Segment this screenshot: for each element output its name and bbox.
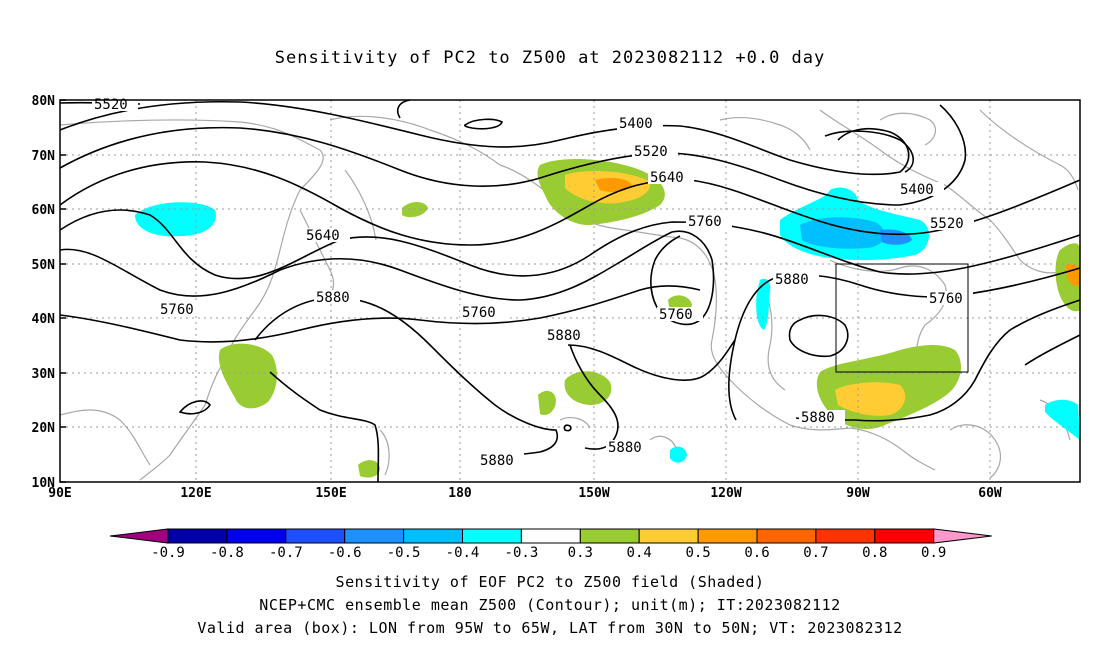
colorbar-segment: [579, 528, 640, 544]
colorbar-tick-label: 0.8: [862, 545, 887, 561]
contour-label: 5640: [650, 170, 684, 186]
contour-label: 5760: [160, 302, 194, 318]
colorbar-tick-label: 0.5: [685, 545, 710, 561]
lat-label-70n: 70N: [32, 149, 56, 164]
contour-label: 5640: [306, 228, 340, 244]
lon-label-90e: 90E: [48, 486, 71, 501]
contour-label: 5880: [480, 453, 514, 469]
colorbar-segment: [756, 528, 817, 544]
positive-shade-kamchatka: [402, 202, 428, 218]
lat-label-20n: 20N: [32, 421, 56, 436]
colorbar-tick-label: 0.7: [803, 545, 828, 561]
colorbar-tick-label: 0.3: [568, 545, 593, 561]
contour-label: 5400: [619, 116, 653, 132]
contour-label: 5880: [316, 290, 350, 306]
colorbar-extend-high: [933, 528, 992, 544]
footer-line-1: Sensitivity of EOF PC2 to Z500 field (Sh…: [335, 573, 765, 591]
lon-labels: 90E 120E 150E 180 150W 120W 90W 60W: [48, 486, 1002, 501]
colorbar-tick-label: -0.9: [151, 545, 185, 561]
colorbar-segment: [285, 528, 346, 544]
lat-label-30n: 30N: [32, 367, 56, 382]
contour-label: 5760: [929, 291, 963, 307]
footer-line-2: NCEP+CMC ensemble mean Z500 (Contour); u…: [259, 596, 841, 614]
lat-labels: 80N 70N 60N 50N 40N 30N 20N 10N: [32, 94, 56, 491]
contour-label: 5880: [608, 440, 642, 456]
contour-label: 5880: [775, 272, 809, 288]
contour-label: 5760: [659, 307, 693, 323]
colorbar-segment: [874, 528, 935, 544]
lat-label-80n: 80N: [32, 94, 56, 109]
lat-label-10n: 10N: [32, 476, 56, 491]
lat-ticks: [60, 99, 66, 483]
colorbar-tick-label: -0.8: [210, 545, 244, 561]
colorbar-segment: [520, 528, 581, 544]
contour-label: 5760: [462, 305, 496, 321]
lon-label-180: 180: [448, 486, 472, 501]
contour-label: 5880: [547, 328, 581, 344]
lat-label-50n: 50N: [32, 258, 56, 273]
negative-shade-pacific-south: [670, 446, 687, 463]
colorbar-segment: [462, 528, 522, 544]
lat-label-60n: 60N: [32, 203, 56, 218]
colorbar-segment: [344, 528, 405, 544]
negative-shade-canada-core: [800, 217, 885, 249]
colorbar-segment: [167, 528, 228, 544]
lon-label-60w: 60W: [978, 486, 1002, 501]
colorbar-tick-label: -0.3: [505, 545, 539, 561]
colorbar-segment: [815, 528, 876, 544]
colorbar-segment: [697, 528, 758, 544]
contour-label: 5520: [634, 144, 668, 160]
colorbar-extend-low: [109, 528, 169, 544]
map-frame: [59, 99, 1081, 483]
colorbar-segment: [226, 528, 287, 544]
lon-label-120w: 120W: [710, 486, 741, 501]
colorbar: -0.9 -0.8 -0.7 -0.6 -0.5 -0.4 -0.3 0.3 0.4 0.5 0.6…: [109, 528, 992, 561]
positive-shade-gulf-alaska-peak: [595, 177, 632, 193]
positive-shade-japan: [218, 343, 277, 409]
colorbar-tick-label: 0.4: [627, 545, 652, 561]
contour-label: 5880: [801, 410, 835, 426]
map-title: Sensitivity of PC2 to Z500 at 2023082112…: [274, 48, 826, 68]
negative-shade-atlantic-south: [1045, 399, 1080, 440]
lon-label-150w: 150W: [578, 486, 609, 501]
positive-shade-hawaii-west: [538, 390, 556, 416]
contour-label: 5400: [900, 182, 934, 198]
contour-labels: 5520 5400 5520 5640 5640 5760 5760 5880 …: [92, 97, 974, 469]
lon-label-150e: 150E: [315, 486, 346, 501]
contour-label: 5520: [930, 216, 964, 232]
lon-label-90w: 90W: [846, 486, 870, 501]
lon-label-120e: 120E: [180, 486, 211, 501]
lat-label-40n: 40N: [32, 312, 56, 327]
colorbar-tick-label: -0.4: [446, 545, 480, 561]
contour-label: 5520: [94, 97, 128, 113]
colorbar-tick-label: -0.7: [269, 545, 303, 561]
negative-shade-east-pacific: [756, 278, 771, 330]
colorbar-tick-label: 0.9: [921, 545, 946, 561]
colorbar-segment: [638, 528, 699, 544]
colorbar-tick-label: -0.5: [387, 545, 421, 561]
valid-area-box: [835, 263, 969, 373]
colorbar-segment: [403, 528, 464, 544]
footer-line-3: Valid area (box): LON from 95W to 65W, L…: [197, 619, 903, 637]
colorbar-tick-label: -0.6: [328, 545, 362, 561]
contour-label: 5760: [688, 214, 722, 230]
positive-shade-gulf-mexico-core: [835, 382, 906, 416]
colorbar-tick-label: 0.6: [744, 545, 769, 561]
positive-shade-hawaii-north: [564, 371, 612, 405]
positive-shade-tropics-west: [358, 460, 380, 478]
